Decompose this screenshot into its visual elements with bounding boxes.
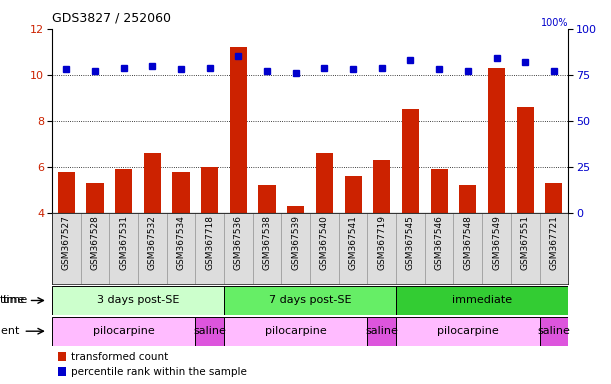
Text: GDS3827 / 252060: GDS3827 / 252060	[52, 12, 171, 25]
Bar	[316, 153, 333, 213]
Bar	[396, 213, 425, 284]
Bar	[57, 172, 75, 213]
Bar	[540, 213, 568, 284]
Text: GSM367539: GSM367539	[291, 215, 300, 270]
Bar	[144, 153, 161, 213]
Bar	[224, 213, 253, 284]
Text: GSM367531: GSM367531	[119, 215, 128, 270]
Bar	[167, 213, 196, 284]
Text: GSM367541: GSM367541	[349, 215, 357, 270]
Text: agent: agent	[0, 326, 20, 336]
Text: GSM367718: GSM367718	[205, 215, 214, 270]
Text: pilocarpine: pilocarpine	[437, 326, 499, 336]
Text: GSM367548: GSM367548	[463, 215, 472, 270]
Text: GSM367534: GSM367534	[177, 215, 186, 270]
Text: saline: saline	[538, 326, 570, 336]
Bar	[196, 317, 224, 346]
Text: GSM367545: GSM367545	[406, 215, 415, 270]
Bar	[196, 213, 224, 284]
Text: pilocarpine: pilocarpine	[265, 326, 327, 336]
Bar	[310, 213, 338, 284]
Bar	[282, 213, 310, 284]
Bar	[253, 213, 282, 284]
Text: time: time	[0, 295, 25, 306]
Bar	[109, 213, 138, 284]
Bar	[338, 213, 367, 284]
Bar	[367, 317, 396, 346]
Text: GSM367527: GSM367527	[62, 215, 71, 270]
Bar	[52, 317, 196, 346]
Text: GSM367536: GSM367536	[234, 215, 243, 270]
Bar	[431, 169, 448, 213]
Bar	[396, 317, 540, 346]
Text: 7 days post-SE: 7 days post-SE	[269, 295, 351, 306]
Bar	[138, 213, 167, 284]
Bar	[453, 213, 482, 284]
Bar	[517, 107, 534, 213]
Bar	[86, 183, 104, 213]
Bar	[511, 213, 540, 284]
Text: GSM367538: GSM367538	[263, 215, 271, 270]
Text: GSM367540: GSM367540	[320, 215, 329, 270]
Text: 3 days post-SE: 3 days post-SE	[97, 295, 179, 306]
Text: saline: saline	[365, 326, 398, 336]
Bar	[230, 47, 247, 213]
Bar	[115, 169, 132, 213]
Bar	[402, 109, 419, 213]
Bar	[367, 213, 396, 284]
Text: GSM367719: GSM367719	[377, 215, 386, 270]
Bar	[345, 176, 362, 213]
Text: GSM367532: GSM367532	[148, 215, 157, 270]
Bar	[52, 213, 81, 284]
Bar	[172, 172, 189, 213]
Bar	[258, 185, 276, 213]
Bar	[459, 185, 477, 213]
Text: GSM367721: GSM367721	[549, 215, 558, 270]
Text: immediate: immediate	[452, 295, 512, 306]
Text: GSM367549: GSM367549	[492, 215, 501, 270]
Text: GSM367528: GSM367528	[90, 215, 100, 270]
Text: percentile rank within the sample: percentile rank within the sample	[71, 367, 247, 377]
Bar	[373, 160, 390, 213]
Text: transformed count: transformed count	[71, 352, 168, 362]
Bar	[201, 167, 218, 213]
Bar	[224, 286, 396, 315]
Text: pilocarpine: pilocarpine	[93, 326, 155, 336]
Bar	[540, 317, 568, 346]
Text: saline: saline	[193, 326, 226, 336]
Bar	[287, 206, 304, 213]
Text: time: time	[2, 295, 28, 306]
Bar	[482, 213, 511, 284]
Bar	[396, 286, 568, 315]
Bar	[81, 213, 109, 284]
Bar	[488, 68, 505, 213]
Text: GSM367551: GSM367551	[521, 215, 530, 270]
Bar	[224, 317, 367, 346]
Bar	[425, 213, 453, 284]
Bar	[52, 286, 224, 315]
Text: 100%: 100%	[541, 18, 568, 28]
Text: GSM367546: GSM367546	[434, 215, 444, 270]
Bar	[545, 183, 563, 213]
